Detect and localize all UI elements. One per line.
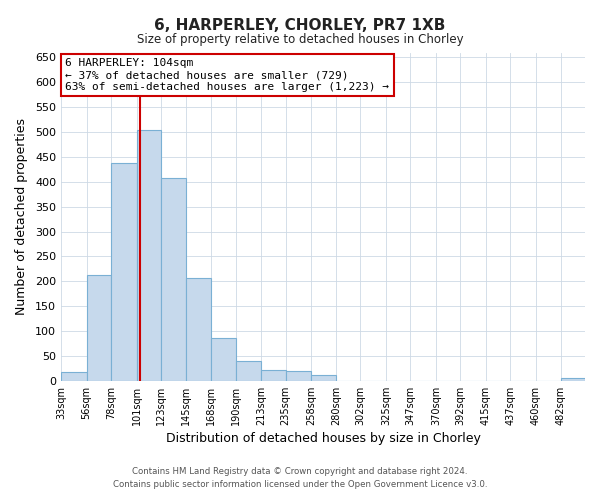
Text: 6 HARPERLEY: 104sqm
← 37% of detached houses are smaller (729)
63% of semi-detac: 6 HARPERLEY: 104sqm ← 37% of detached ho… [65,58,389,92]
Bar [161,178,185,381]
X-axis label: Distribution of detached houses by size in Chorley: Distribution of detached houses by size … [166,432,481,445]
Text: Contains HM Land Registry data © Crown copyright and database right 2024.
Contai: Contains HM Land Registry data © Crown c… [113,468,487,489]
Bar [261,370,286,381]
Bar [61,372,86,381]
Bar [211,338,236,381]
Bar [311,375,336,381]
Bar [560,378,585,381]
Bar [137,130,161,381]
Y-axis label: Number of detached properties: Number of detached properties [15,118,28,315]
Bar [185,278,211,381]
Bar [111,164,137,381]
Bar [286,372,311,381]
Bar [236,361,261,381]
Bar [86,275,111,381]
Text: Size of property relative to detached houses in Chorley: Size of property relative to detached ho… [137,32,463,46]
Text: 6, HARPERLEY, CHORLEY, PR7 1XB: 6, HARPERLEY, CHORLEY, PR7 1XB [154,18,446,32]
